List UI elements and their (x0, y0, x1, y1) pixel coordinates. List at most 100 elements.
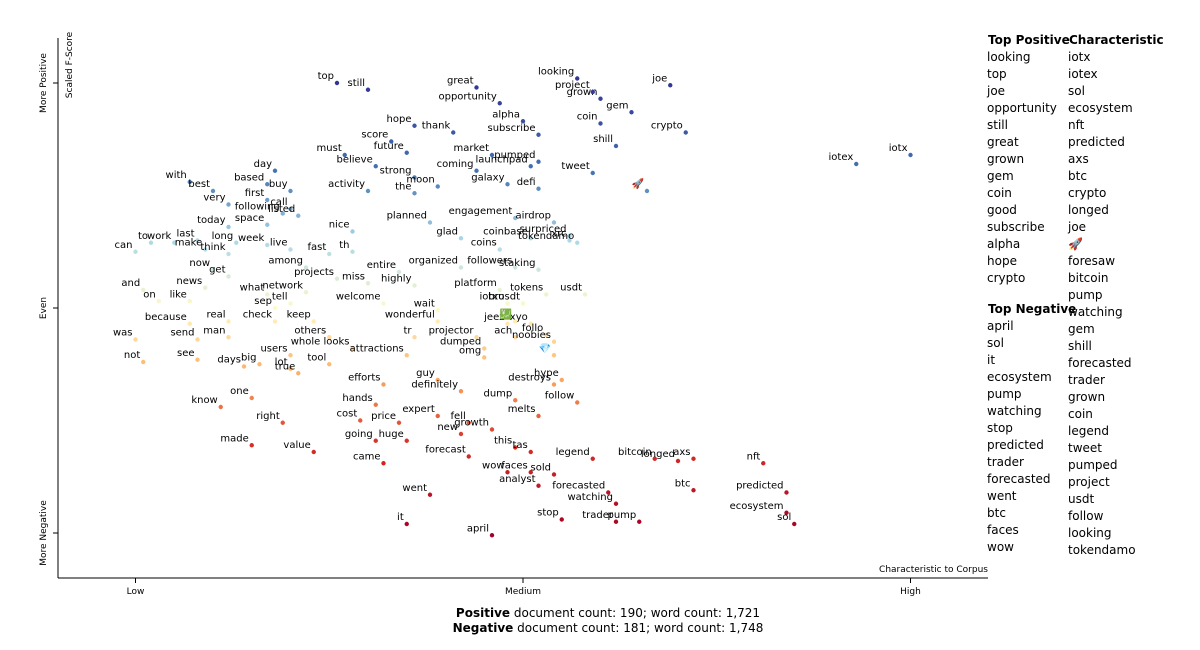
point-label: very (203, 193, 225, 204)
point-label: planned (387, 211, 427, 222)
point (528, 164, 533, 169)
point (288, 353, 293, 358)
point-label: make (175, 238, 202, 249)
point (358, 418, 363, 423)
point-label: tweet (561, 161, 589, 172)
list-term: sol (1068, 84, 1085, 98)
list-term: forecasted (987, 472, 1051, 486)
point (195, 357, 200, 362)
footer: Positive document count: 190; word count… (400, 606, 816, 636)
list-term: great (987, 135, 1019, 149)
point-label: whole looks (291, 337, 350, 348)
list-term: trader (1068, 373, 1105, 387)
point (226, 319, 231, 324)
point-label: tokens (510, 283, 543, 294)
side-lists: Top Positive looking top joe opportunity stil… (986, 33, 1164, 557)
list-term: predicted (1068, 135, 1125, 149)
point (350, 229, 355, 234)
point-label: coin (577, 112, 598, 123)
point-label: hype (534, 368, 559, 379)
point (505, 301, 510, 306)
point-label: guy (416, 368, 435, 379)
list-term: tweet (1068, 441, 1102, 455)
list-title: Characteristic (1069, 33, 1164, 47)
point (404, 521, 409, 527)
point (513, 215, 518, 221)
point-label: crypto (651, 121, 683, 132)
list-term: usdt (1068, 492, 1094, 506)
point-label: space (235, 213, 264, 224)
point-label: the (395, 181, 411, 192)
point-label: market (454, 143, 490, 154)
point (241, 364, 247, 369)
point-label: tas (512, 440, 527, 451)
point (482, 355, 487, 360)
point-label: efforts (348, 373, 380, 384)
point (458, 389, 464, 394)
list-term: watching (987, 404, 1042, 418)
footer-label: Positive (455, 606, 511, 620)
point (187, 321, 192, 326)
point (311, 449, 316, 455)
footer-label: Negative (452, 621, 514, 635)
point-label: on (143, 289, 155, 300)
point (272, 305, 278, 311)
point (761, 461, 766, 466)
point (311, 319, 316, 324)
point-label: project (555, 80, 590, 91)
point (404, 150, 409, 155)
point (598, 121, 603, 126)
point (505, 182, 510, 187)
point-label: sep (254, 296, 272, 307)
point-label: score (361, 130, 388, 141)
point (280, 211, 285, 216)
point (544, 292, 549, 297)
point (567, 233, 572, 239)
point-label: bro (488, 292, 504, 303)
point-label: check (243, 310, 272, 321)
point-label: real (207, 310, 226, 321)
point (195, 238, 200, 243)
point-label: and (121, 278, 140, 289)
point (536, 186, 541, 191)
point (575, 76, 580, 81)
point (172, 240, 177, 245)
list-term: legend (1068, 424, 1109, 438)
point-label: network (262, 280, 303, 291)
point-label: fell (451, 411, 466, 422)
point-label: pump (607, 510, 636, 521)
point-label: still (348, 78, 365, 89)
point-label: one (230, 386, 249, 397)
point-label: faces (501, 460, 528, 471)
list-term: iotx (1068, 50, 1090, 64)
point (396, 420, 402, 425)
point-label: work (147, 231, 171, 242)
point-label: expert (402, 404, 435, 415)
point-label: last (176, 229, 194, 240)
point-label: bitcoin (618, 447, 652, 458)
point (327, 251, 332, 257)
point-label: analyst (499, 474, 536, 485)
point-label: welcome (336, 292, 381, 303)
point (637, 519, 642, 524)
list-term: still (987, 118, 1008, 132)
point-label: follo (522, 323, 543, 334)
point (249, 395, 254, 401)
point-label: april (467, 523, 489, 534)
point-label: miss (342, 271, 365, 282)
point (381, 382, 386, 387)
point-label: followers (467, 256, 512, 267)
list-term: looking (1068, 526, 1112, 540)
list-term: ecosystem (1068, 101, 1133, 115)
point-label: like (170, 289, 187, 300)
point-label: projector (429, 325, 475, 336)
point (458, 431, 464, 437)
point (451, 130, 456, 135)
point-label: buy (269, 179, 288, 190)
point (458, 265, 464, 270)
point-label: to (138, 231, 148, 242)
point (854, 161, 859, 167)
point (567, 238, 572, 243)
point-label: sol (777, 512, 791, 523)
